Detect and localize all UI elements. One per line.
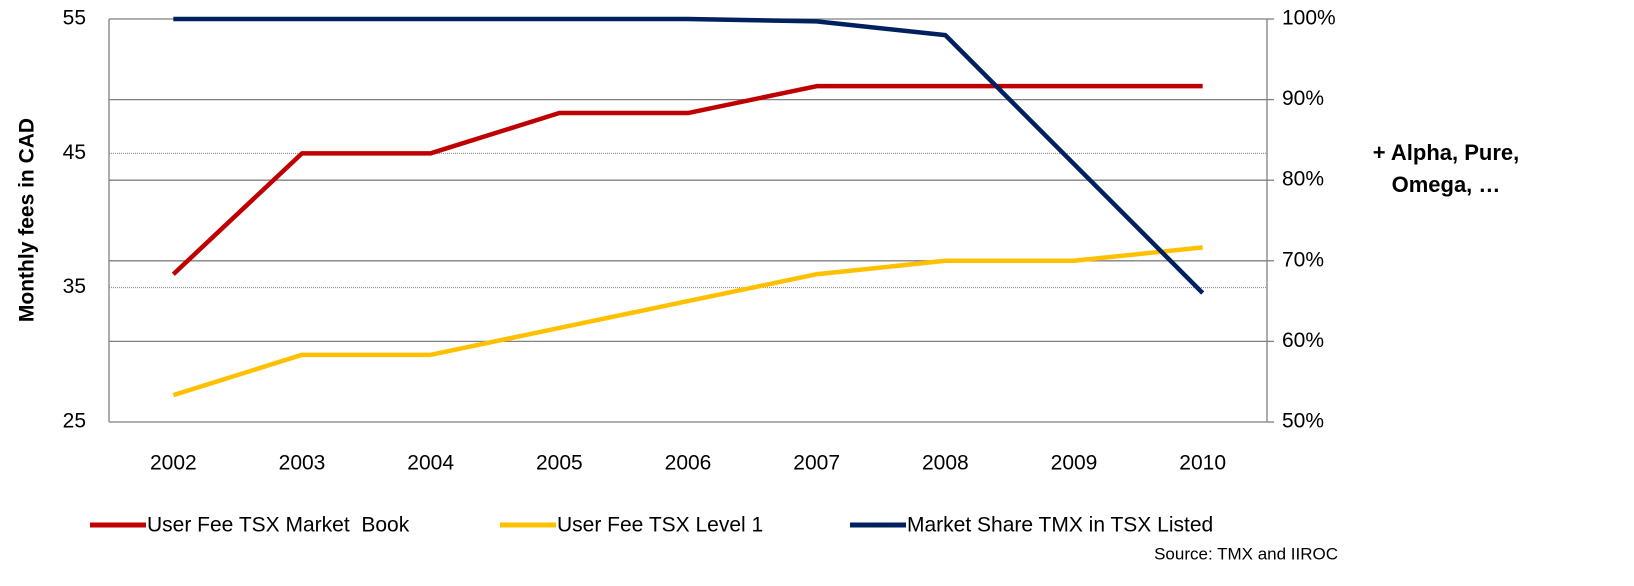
x-tick-label: 2004 (407, 452, 454, 475)
x-tick-label: 2002 (150, 452, 197, 475)
y2-tick-label: 80% (1282, 168, 1324, 191)
y2-tick-label: 90% (1282, 87, 1324, 110)
x-tick-label: 2008 (922, 452, 969, 475)
y-tick-label: 35 (63, 275, 86, 298)
x-tick-label: 2007 (793, 452, 840, 475)
y2-tick-label: 60% (1282, 329, 1324, 352)
x-tick-label: 2006 (665, 452, 712, 475)
x-tick-label: 2005 (536, 452, 583, 475)
x-tick-label: 2010 (1179, 452, 1226, 475)
y2-tick-label: 100% (1282, 7, 1336, 30)
annotation: + Alpha, Pure, (1373, 140, 1520, 165)
legend-label: User Fee TSX Market Book (147, 514, 410, 537)
legend-label: User Fee TSX Level 1 (557, 514, 763, 537)
series-line (171, 83, 1203, 276)
annotation: Omega, … (1392, 172, 1501, 197)
x-tick-label: 2009 (1051, 452, 1098, 475)
series-line (173, 16, 1205, 295)
series-line (172, 245, 1203, 398)
y2-tick-label: 70% (1282, 248, 1324, 271)
y-tick-label: 25 (63, 410, 86, 433)
y-tick-label: 45 (63, 141, 86, 164)
y-tick-label: 55 (63, 7, 86, 30)
x-tick-label: 2003 (279, 452, 326, 475)
legend-label: Market Share TMX in TSX Listed (907, 514, 1213, 537)
y-axis-label: Monthly fees in CAD (16, 118, 39, 322)
source: Source: TMX and IIROC (1154, 544, 1338, 563)
y2-tick-label: 50% (1282, 410, 1324, 433)
